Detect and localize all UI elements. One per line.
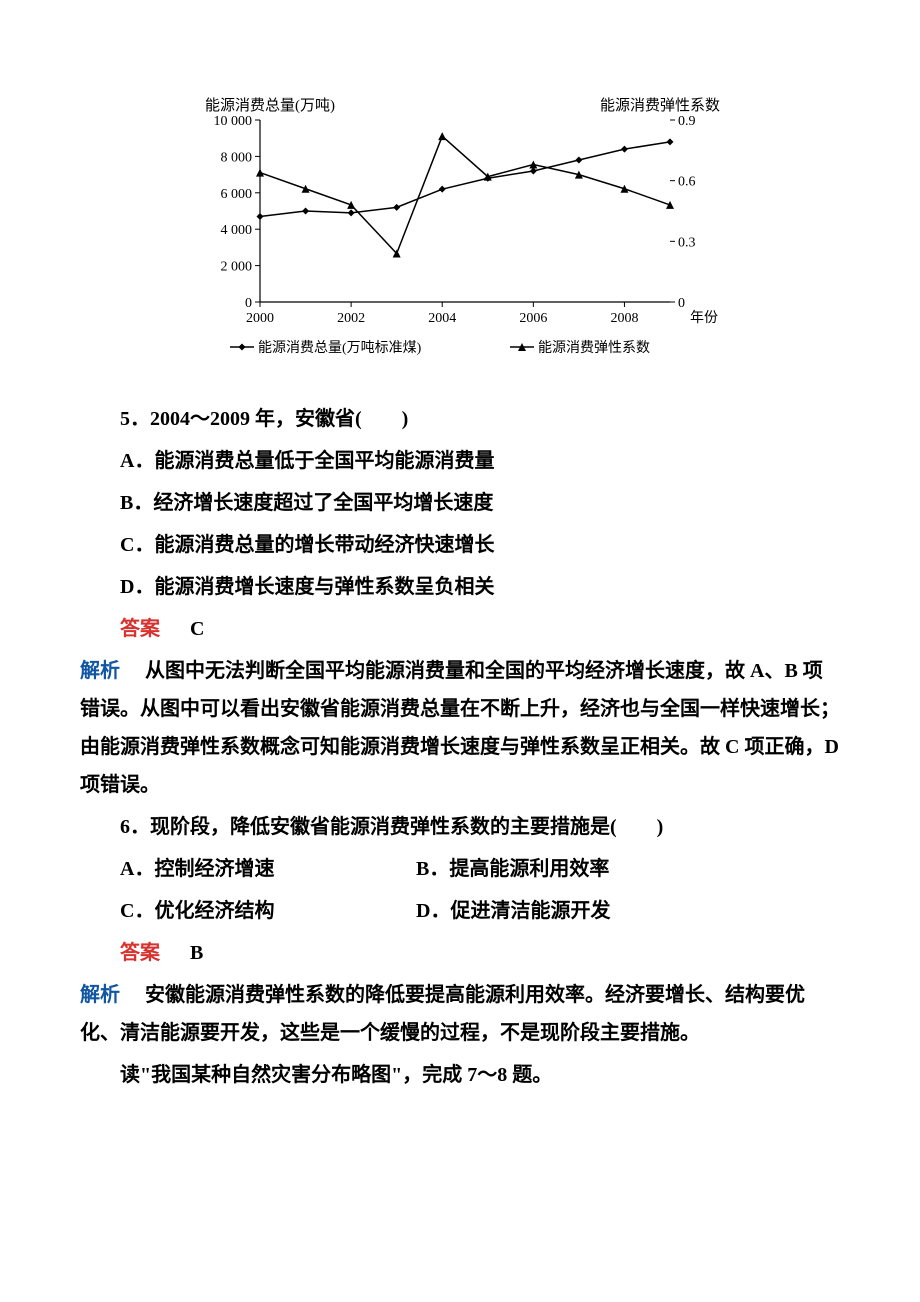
svg-text:0.9: 0.9 <box>678 114 696 129</box>
q6-stem: 6．现阶段，降低安徽省能源消费弹性系数的主要措施是( ) <box>80 808 840 846</box>
q6-answer-letter: B <box>190 942 203 964</box>
svg-text:2008: 2008 <box>610 311 638 326</box>
q6-opt-C: C．优化经济结构 <box>80 892 416 930</box>
q6-opt-B: B．提高能源利用效率 <box>416 850 609 888</box>
follow-text: 读"我国某种自然灾害分布略图"，完成 7～8 题。 <box>80 1056 840 1094</box>
q5-explanation: 解析 从图中无法判断全国平均能源消费量和全国的平均经济增长速度，故 A、B 项错… <box>80 652 840 804</box>
q6-opts-row1: A．控制经济增速 B．提高能源利用效率 <box>80 850 840 888</box>
explanation-label: 解析 <box>80 660 120 682</box>
svg-text:0: 0 <box>678 296 685 311</box>
q5-answer: 答案 C <box>80 610 840 648</box>
svg-text:2 000: 2 000 <box>221 260 253 275</box>
svg-text:4 000: 4 000 <box>221 223 253 238</box>
svg-text:2000: 2000 <box>246 311 274 326</box>
q6-explanation-text: 安徽能源消费弹性系数的降低要提高能源利用效率。经济要增长、结构要优化、清洁能源要… <box>80 984 805 1044</box>
answer-label: 答案 <box>120 618 160 640</box>
q5-stem: 5．2004～2009 年，安徽省( ) <box>80 400 840 438</box>
q5-explanation-text: 从图中无法判断全国平均能源消费量和全国的平均经济增长速度，故 A、B 项错误。从… <box>80 660 840 796</box>
q5-text: ．2004～2009 年，安徽省( ) <box>130 408 408 430</box>
q6-answer: 答案 B <box>80 934 840 972</box>
dual-axis-line-chart: 0 2 000 4 000 6 000 8 000 10 000 0 0.3 0.6 0.9 200… <box>180 90 740 370</box>
q6-opt-A: A．控制经济增速 <box>80 850 416 888</box>
svg-text:10 000: 10 000 <box>214 114 253 129</box>
q5-opt-B: B．经济增长速度超过了全国平均增长速度 <box>80 484 840 522</box>
svg-text:0.3: 0.3 <box>678 235 696 250</box>
svg-text:能源消费弹性系数: 能源消费弹性系数 <box>600 97 720 114</box>
q5-opt-C: C．能源消费总量的增长带动经济快速增长 <box>80 526 840 564</box>
page: 0 2 000 4 000 6 000 8 000 10 000 0 0.3 0.6 0.9 200… <box>0 0 920 1302</box>
q6-explanation: 解析 安徽能源消费弹性系数的降低要提高能源利用效率。经济要增长、结构要优化、清洁… <box>80 976 840 1052</box>
svg-text:能源消费弹性系数: 能源消费弹性系数 <box>538 340 650 356</box>
answer-label: 答案 <box>120 942 160 964</box>
q5-answer-letter: C <box>190 618 204 640</box>
q6-number: 6 <box>120 816 130 838</box>
q6-opts-row2: C．优化经济结构 D．促进清洁能源开发 <box>80 892 840 930</box>
q5-opt-D: D．能源消费增长速度与弹性系数呈负相关 <box>80 568 840 606</box>
svg-text:2006: 2006 <box>519 311 547 326</box>
svg-text:能源消费总量(万吨): 能源消费总量(万吨) <box>205 97 335 114</box>
explanation-label: 解析 <box>80 984 120 1006</box>
svg-text:2002: 2002 <box>337 311 365 326</box>
svg-text:8 000: 8 000 <box>221 150 253 165</box>
q5-opt-A: A．能源消费总量低于全国平均能源消费量 <box>80 442 840 480</box>
q6-text: ．现阶段，降低安徽省能源消费弹性系数的主要措施是( ) <box>130 816 663 838</box>
q6-opt-D: D．促进清洁能源开发 <box>416 892 610 930</box>
svg-text:能源消费总量(万吨标准煤): 能源消费总量(万吨标准煤) <box>258 340 422 356</box>
q5-number: 5 <box>120 408 130 430</box>
svg-text:年份: 年份 <box>690 310 718 326</box>
svg-text:0.6: 0.6 <box>678 175 696 190</box>
svg-text:6 000: 6 000 <box>221 187 253 202</box>
svg-text:0: 0 <box>245 296 252 311</box>
svg-text:2004: 2004 <box>428 311 456 326</box>
